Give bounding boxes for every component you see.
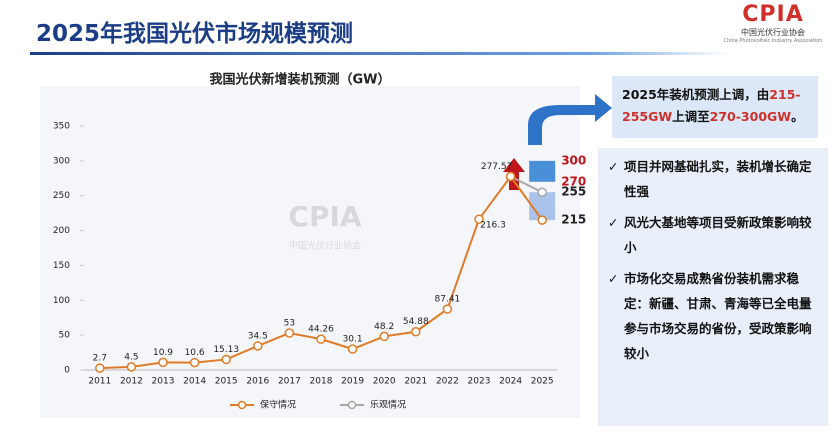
x-tick-label: 2020 xyxy=(373,377,396,387)
point xyxy=(411,326,421,337)
point xyxy=(221,354,231,365)
y-tick-label: 300 xyxy=(53,156,70,166)
value-label: 87.41 xyxy=(435,295,461,305)
y-tick-label: 150 xyxy=(53,261,70,271)
x-tick-label: 2017 xyxy=(278,377,301,387)
legend-label: 保守情况 xyxy=(260,399,296,411)
x-tick-label: 2011 xyxy=(88,377,111,387)
chart-title: 我国光伏新增装机预测（GW） xyxy=(209,72,390,88)
x-tick-label: 2019 xyxy=(341,377,364,387)
x-tick-label: 2014 xyxy=(183,377,206,387)
point xyxy=(537,187,547,197)
slide-title: 2025年我国光伏市场规模预测 xyxy=(36,21,354,47)
legend-marker xyxy=(237,400,247,410)
x-tick-label: 2015 xyxy=(215,377,238,387)
callout-text: 2025年装机预测上调，由 xyxy=(622,87,770,102)
range-label: 270 xyxy=(561,174,586,188)
value-label: 2.7 xyxy=(93,354,107,364)
y-tick-label: 50 xyxy=(59,331,71,341)
x-tick-label: 2018 xyxy=(310,377,333,387)
logo: CPIA 中国光伏行业协会 China Photovoltaic Industr… xyxy=(718,2,828,44)
legend-label: 乐观情况 xyxy=(370,399,406,411)
point xyxy=(474,214,484,224)
value-label: 10.9 xyxy=(153,348,173,358)
value-label: 54.88 xyxy=(403,317,429,327)
range-label: 255 xyxy=(561,185,586,199)
logo-text: CPIA xyxy=(742,2,804,27)
point xyxy=(316,334,326,344)
range-label: 215 xyxy=(561,213,586,227)
title-rule xyxy=(30,52,730,55)
value-label: 277.57 xyxy=(481,162,513,172)
point xyxy=(253,341,263,351)
x-tick-label: 2021 xyxy=(404,377,427,387)
value-label: 4.5 xyxy=(124,352,138,362)
point xyxy=(537,215,547,225)
callout-highlight: 215-255GW xyxy=(622,87,801,124)
callout-highlight: 270-300GW xyxy=(709,109,792,124)
bullet: 风光大基地等项目受新政策影响较小 xyxy=(608,210,816,260)
new-range-box xyxy=(529,160,556,182)
value-label: 44.26 xyxy=(308,325,334,335)
x-tick-label: 2023 xyxy=(468,377,491,387)
point xyxy=(379,331,389,342)
value-label: 15.13 xyxy=(213,345,239,355)
y-tick-label: 100 xyxy=(53,296,70,306)
value-label: 216.3 xyxy=(480,221,506,231)
legend-marker xyxy=(347,400,357,410)
x-tick-label: 2013 xyxy=(152,377,175,387)
watermark: CPIA 中国光伏行业协会 xyxy=(288,200,361,252)
y-tick-label: 0 xyxy=(64,366,70,376)
value-label: 48.2 xyxy=(374,322,394,332)
point xyxy=(158,357,168,368)
point xyxy=(95,363,105,373)
x-tick-label: 2012 xyxy=(120,377,143,387)
bullet-panel: 项目并网基础扎实，装机增长确定性强 风光大基地等项目受新政策影响较小 市场化交易… xyxy=(598,148,828,426)
watermark-cn: 中国光伏行业协会 xyxy=(289,240,361,252)
callout-arrow xyxy=(528,94,612,145)
bullet: 市场化交易成熟省份装机需求稳定：新疆、甘肃、青海等已全电量参与市场交易的省份，受… xyxy=(608,266,816,366)
point xyxy=(126,362,137,372)
x-tick-label: 2024 xyxy=(499,377,522,387)
callout: 2025年装机预测上调，由215-255GW上调至270-300GW。 xyxy=(612,76,818,138)
bullet: 项目并网基础扎实，装机增长确定性强 xyxy=(608,154,816,204)
series-line xyxy=(510,175,543,194)
point xyxy=(347,344,358,354)
x-tick-label: 2016 xyxy=(246,377,269,387)
point xyxy=(505,171,516,182)
point xyxy=(189,357,200,368)
logo-en: China Photovoltaic Industry Association xyxy=(723,38,823,44)
callout-text: 上调至 xyxy=(672,109,710,124)
x-tick-label: 2022 xyxy=(436,377,459,387)
x-tick-label: 2025 xyxy=(531,377,554,387)
point xyxy=(442,304,453,314)
value-label: 30.1 xyxy=(343,335,363,345)
callout-text: 。 xyxy=(791,109,804,124)
point xyxy=(284,328,295,338)
y-tick-label: 350 xyxy=(53,122,70,132)
watermark-text: CPIA xyxy=(288,200,361,233)
value-label: 34.5 xyxy=(248,331,268,341)
range-label: 300 xyxy=(561,153,586,167)
value-label: 53 xyxy=(284,319,295,329)
y-tick-label: 200 xyxy=(53,226,70,236)
value-label: 10.6 xyxy=(185,348,205,358)
y-tick-label: 250 xyxy=(53,191,70,201)
logo-cn: 中国光伏行业协会 xyxy=(741,28,805,37)
